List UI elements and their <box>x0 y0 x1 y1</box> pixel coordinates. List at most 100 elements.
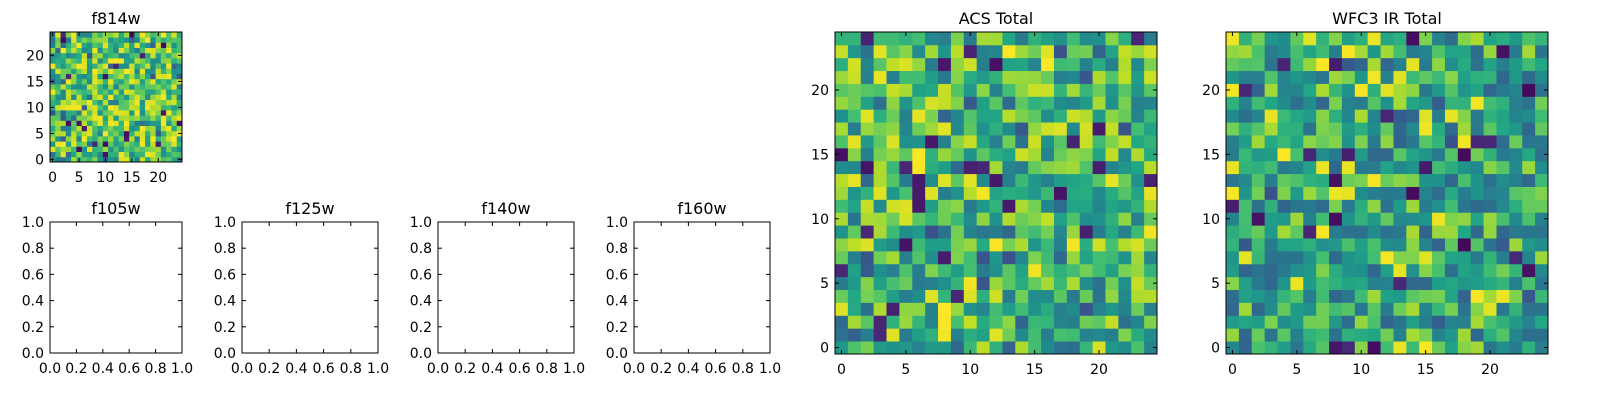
heatmap-cell <box>60 99 67 106</box>
heatmap-cell <box>160 78 167 85</box>
heatmap-cell <box>1380 173 1394 187</box>
heatmap-cell <box>1066 250 1081 265</box>
heatmap-cell <box>1354 212 1369 226</box>
heatmap-cell <box>113 52 120 59</box>
heatmap-cell <box>1118 147 1132 162</box>
heatmap-cell <box>60 120 67 126</box>
heatmap-cell <box>1470 32 1484 46</box>
heatmap-cell <box>899 173 913 187</box>
heatmap-cell <box>160 37 167 43</box>
heatmap-cell <box>1131 186 1145 200</box>
heatmap-cell <box>92 47 98 54</box>
heatmap-cell <box>1367 135 1381 149</box>
heatmap-cell <box>1277 147 1291 162</box>
heatmap-cell <box>1380 328 1394 342</box>
heatmap-cell <box>176 63 183 69</box>
heatmap-cell <box>71 47 77 54</box>
heatmap-cell <box>150 141 156 147</box>
heatmap-cell <box>886 186 900 200</box>
heatmap-cell <box>835 263 849 278</box>
heatmap-cell <box>1470 276 1484 290</box>
heatmap-cell <box>123 89 130 95</box>
heatmap-cell <box>1470 212 1484 226</box>
heatmap-cell <box>1341 109 1356 123</box>
heatmap-cell <box>1290 315 1304 329</box>
heatmap-cell <box>963 302 978 316</box>
heatmap-cell <box>118 94 125 100</box>
heatmap-cell <box>976 160 990 175</box>
heatmap-cell <box>102 42 109 48</box>
heatmap-cell <box>1432 263 1446 278</box>
heatmap-cell <box>166 156 172 163</box>
heatmap-cell <box>1226 147 1240 162</box>
heatmap-cell <box>1457 83 1472 97</box>
heatmap-cell <box>950 173 965 187</box>
heatmap-cell <box>129 99 135 106</box>
heatmap-cell <box>1432 212 1446 226</box>
heatmap-cell <box>925 199 939 213</box>
heatmap-cell <box>1290 341 1304 355</box>
heatmap-cell <box>1444 83 1459 97</box>
heatmap-cell <box>102 146 109 152</box>
heatmap-cell <box>1354 186 1369 200</box>
heatmap-cell <box>1053 96 1068 110</box>
heatmap-cell <box>1264 70 1278 84</box>
heatmap-cell <box>86 110 93 116</box>
heatmap-cell <box>1444 147 1459 162</box>
heatmap-cell <box>1367 160 1381 175</box>
heatmap-cell <box>1144 199 1158 213</box>
heatmap-cell <box>81 120 88 126</box>
heatmap-cell <box>925 147 939 162</box>
heatmap-cell <box>81 94 88 100</box>
heatmap-cell <box>1264 328 1278 342</box>
heatmap-cell <box>925 173 939 187</box>
heatmap-cell <box>847 302 862 316</box>
heatmap-cell <box>71 146 77 152</box>
heatmap-cell <box>1105 199 1119 213</box>
heatmap-cell <box>155 63 162 69</box>
heatmap-cell <box>1470 238 1484 252</box>
heatmap-cell <box>1354 302 1369 316</box>
heatmap-cell <box>1226 328 1240 342</box>
heatmap-cell <box>1002 238 1016 252</box>
heatmap-cell <box>123 84 130 90</box>
heatmap-cell <box>1131 289 1145 303</box>
heatmap-cell <box>50 42 56 48</box>
heatmap-cell <box>1509 147 1523 162</box>
heatmap-cell <box>160 115 167 121</box>
heatmap-cell <box>1329 315 1343 329</box>
heatmap-cell <box>1079 212 1093 226</box>
heatmap-cell <box>171 63 178 69</box>
heatmap-cell <box>97 136 104 142</box>
heatmap-cell <box>55 73 61 80</box>
heatmap-cell <box>1496 263 1510 278</box>
heatmap-cell <box>1406 44 1420 59</box>
heatmap-cell <box>171 42 178 48</box>
heatmap-cell <box>102 94 109 100</box>
heatmap-cell <box>1238 315 1253 329</box>
heatmap-cell <box>1118 276 1132 290</box>
heatmap-cell <box>899 57 913 72</box>
heatmap-cell <box>1238 160 1253 175</box>
heatmap-cell <box>1496 122 1510 136</box>
heatmap-cell <box>835 70 849 84</box>
heatmap-cell <box>134 110 141 116</box>
heatmap-cell <box>963 289 978 303</box>
heatmap-cell <box>925 160 939 175</box>
heatmap-cell <box>976 186 990 200</box>
heatmap-cell <box>1105 302 1119 316</box>
heatmap-cell <box>1444 135 1459 149</box>
heatmap-cell <box>81 42 88 48</box>
heatmap-cell <box>1015 122 1029 136</box>
heatmap-cell <box>139 89 146 95</box>
heatmap-cell <box>1509 302 1523 316</box>
heatmap-cell <box>1496 32 1510 46</box>
heatmap-cell <box>155 120 162 126</box>
heatmap-cell <box>65 151 72 158</box>
heatmap-cell <box>1316 32 1330 46</box>
heatmap-cell <box>176 146 183 152</box>
heatmap-cell <box>160 68 167 74</box>
heatmap-cell <box>1144 147 1158 162</box>
heatmap-cell <box>1105 212 1119 226</box>
heatmap-cell <box>950 70 965 84</box>
